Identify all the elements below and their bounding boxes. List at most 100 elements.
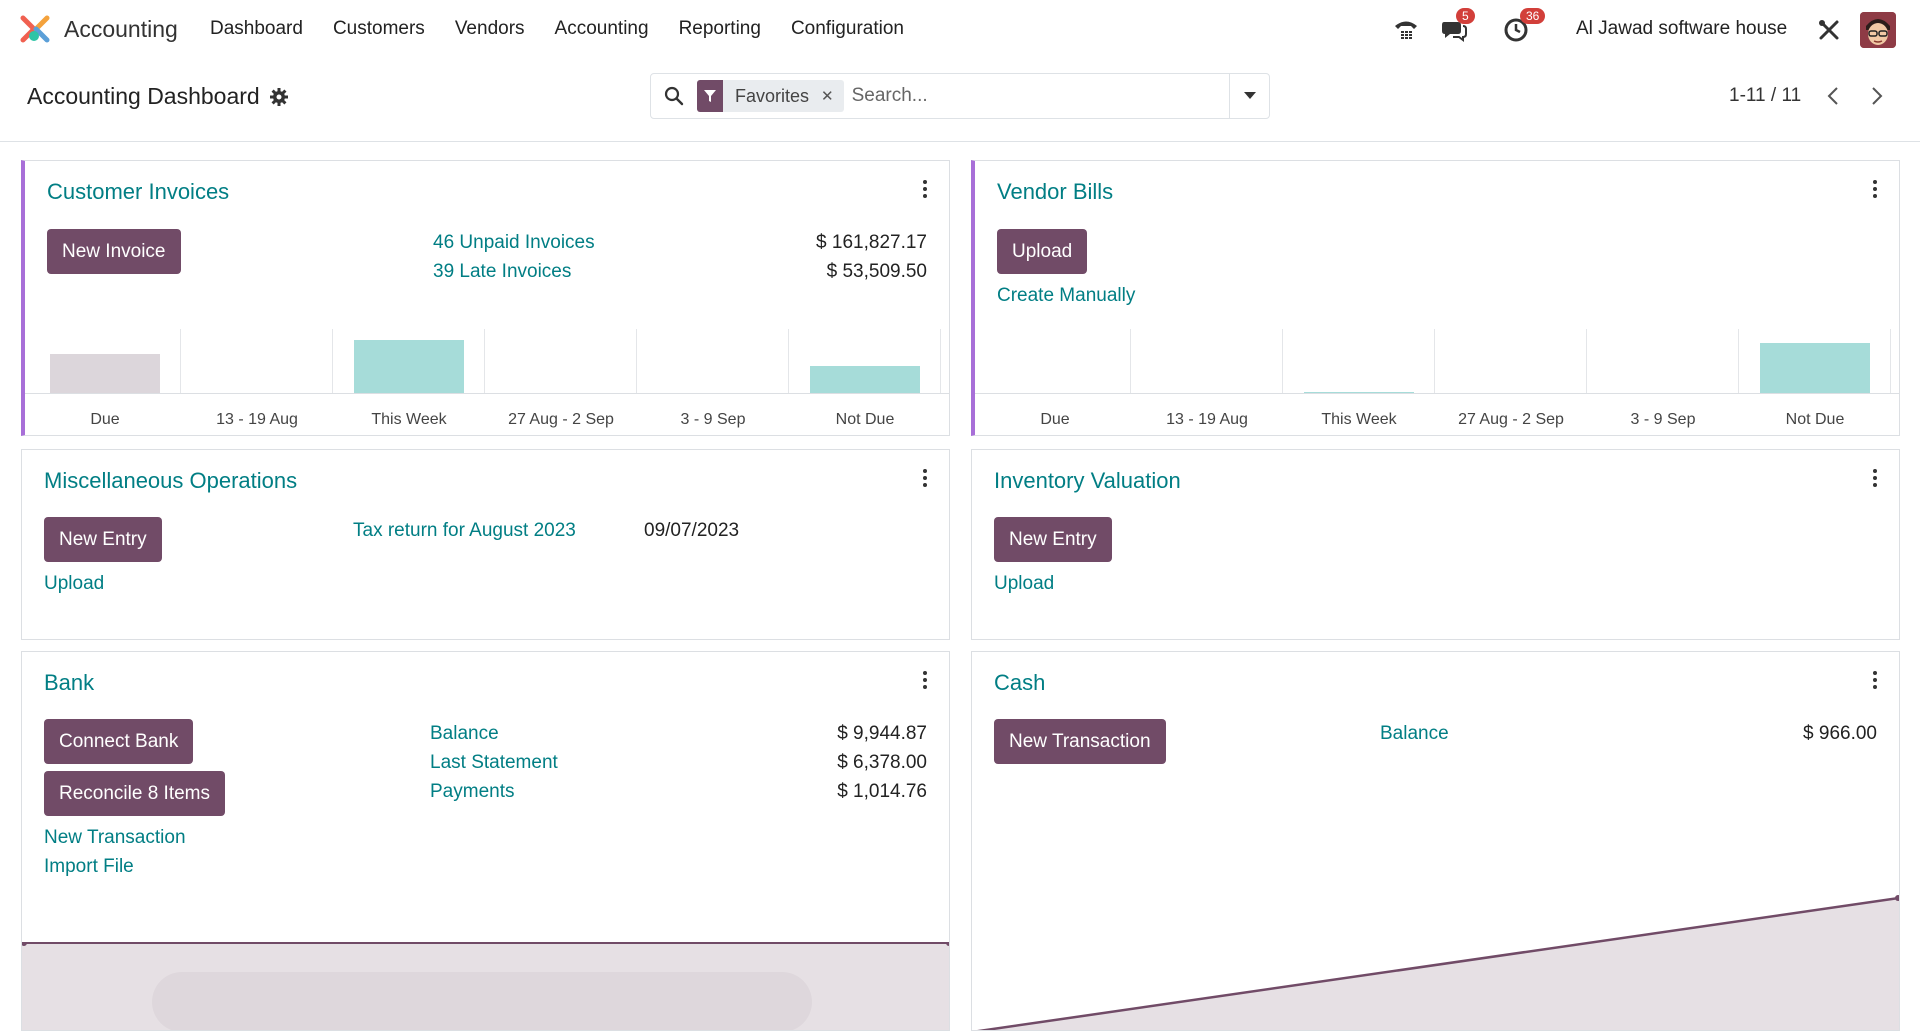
import-file-link[interactable]: Import File xyxy=(44,856,134,877)
invoices-aging-chart: Due 13 - 19 Aug This Week 27 Aug - 2 Sep 3 -… xyxy=(25,329,949,428)
menu-reporting[interactable]: Reporting xyxy=(678,18,761,39)
filter-icon xyxy=(697,80,723,112)
new-invoice-button[interactable]: New Invoice xyxy=(47,229,181,274)
chart-column xyxy=(1587,329,1739,394)
vendor-bills-card: Vendor Bills Upload Create Manually Due 1… xyxy=(971,160,1900,436)
kebab-menu-icon[interactable] xyxy=(921,468,929,488)
page-title-wrap: Accounting Dashboard xyxy=(27,83,288,110)
customer-invoices-card: Customer Invoices New Invoice 46 Unpaid … xyxy=(21,160,950,436)
chart-column xyxy=(979,329,1131,394)
chart-x-label: Not Due xyxy=(1785,411,1845,428)
new-transaction-button[interactable]: New Transaction xyxy=(994,719,1166,764)
kebab-menu-icon[interactable] xyxy=(1871,468,1879,488)
last-statement-amount: $ 6,378.00 xyxy=(837,752,927,773)
chart-axis xyxy=(25,393,949,394)
card-title[interactable]: Bank xyxy=(44,670,95,695)
chart-axis xyxy=(975,393,1899,394)
chart-column xyxy=(333,329,485,394)
chart-bar[interactable] xyxy=(810,366,920,394)
pager-value[interactable]: 1-11 / 11 xyxy=(1729,85,1802,106)
menu-vendors[interactable]: Vendors xyxy=(454,18,525,39)
menu-customers[interactable]: Customers xyxy=(332,18,425,39)
misc-operations-card: Miscellaneous Operations New Entry Uploa… xyxy=(21,449,950,640)
activities-badge: 36 xyxy=(1520,8,1546,24)
page-title: Accounting Dashboard xyxy=(27,83,260,109)
late-invoices-amount: $ 53,509.50 xyxy=(826,261,927,282)
chart-bar[interactable] xyxy=(354,339,464,394)
phone-icon[interactable] xyxy=(1390,14,1422,46)
top-navbar: Accounting Dashboard Customers Vendors A… xyxy=(0,0,1920,60)
chart-column xyxy=(29,329,181,394)
menu-dashboard[interactable]: Dashboard xyxy=(210,18,303,39)
bank-balance-graph xyxy=(22,942,949,1030)
chart-column xyxy=(1435,329,1587,394)
late-invoices-link[interactable]: 39 Late Invoices xyxy=(433,261,572,282)
chart-column xyxy=(1131,329,1283,394)
chart-x-label: 27 Aug - 2 Sep xyxy=(1458,411,1564,428)
last-statement-link[interactable]: Last Statement xyxy=(430,752,558,773)
upload-link[interactable]: Upload xyxy=(994,573,1055,594)
gear-icon[interactable] xyxy=(269,87,288,106)
company-switcher[interactable]: Al Jawad software house xyxy=(1576,18,1788,39)
kebab-menu-icon[interactable] xyxy=(1871,670,1879,690)
app-logo-icon[interactable] xyxy=(20,14,50,44)
tax-return-link[interactable]: Tax return for August 2023 xyxy=(353,520,576,541)
payments-amount: $ 1,014.76 xyxy=(837,781,927,802)
chart-bar[interactable] xyxy=(50,354,160,394)
tax-return-date: 09/07/2023 xyxy=(644,520,740,541)
balance-link[interactable]: Balance xyxy=(430,723,499,744)
search-icon[interactable] xyxy=(651,86,697,106)
unpaid-invoices-amount: $ 161,827.17 xyxy=(816,232,927,253)
menu-accounting[interactable]: Accounting xyxy=(554,18,649,39)
connect-bank-button[interactable]: Connect Bank xyxy=(44,719,194,764)
messages-badge: 5 xyxy=(1456,8,1475,24)
chart-column xyxy=(181,329,333,394)
card-title[interactable]: Cash xyxy=(994,670,1046,695)
search-input[interactable] xyxy=(851,85,1212,107)
chart-column xyxy=(485,329,637,394)
chevron-left-icon xyxy=(1827,87,1838,105)
kebab-menu-icon[interactable] xyxy=(921,179,929,199)
chart-x-label: 3 - 9 Sep xyxy=(1630,411,1696,428)
card-title[interactable]: Customer Invoices xyxy=(47,179,230,204)
reconcile-items-button[interactable]: Reconcile 8 Items xyxy=(44,771,226,816)
chart-x-label: Due xyxy=(90,411,120,428)
inventory-valuation-card: Inventory Valuation New Entry Upload xyxy=(971,449,1900,640)
user-avatar[interactable] xyxy=(1860,12,1896,48)
chart-x-label: This Week xyxy=(1321,411,1397,428)
activities-clock-icon[interactable]: 36 xyxy=(1500,8,1546,46)
card-title[interactable]: Miscellaneous Operations xyxy=(44,468,298,493)
facet-remove-icon[interactable]: ✕ xyxy=(821,88,834,105)
new-transaction-link[interactable]: New Transaction xyxy=(44,827,186,848)
upload-bill-button[interactable]: Upload xyxy=(997,229,1088,274)
chart-column xyxy=(1283,329,1435,394)
card-title[interactable]: Vendor Bills xyxy=(997,179,1114,204)
new-entry-button[interactable]: New Entry xyxy=(994,517,1112,562)
pager-previous[interactable] xyxy=(1821,82,1845,110)
new-entry-button[interactable]: New Entry xyxy=(44,517,162,562)
chart-column xyxy=(637,329,789,394)
pager-next[interactable] xyxy=(1865,82,1889,110)
chart-bar[interactable] xyxy=(1760,343,1870,394)
control-panel: Accounting Dashboard Favorites ✕ 1-11 / … xyxy=(0,60,1920,142)
upload-link[interactable]: Upload xyxy=(44,573,105,594)
chevron-right-icon xyxy=(1872,87,1883,105)
chart-column xyxy=(789,329,941,394)
chart-x-label: 13 - 19 Aug xyxy=(216,411,298,428)
cash-card: Cash New Transaction Balance $ 966.00 xyxy=(971,651,1900,1031)
dashboard-content: Customer Invoices New Invoice 46 Unpaid … xyxy=(0,143,1920,1031)
create-manually-link[interactable]: Create Manually xyxy=(997,285,1136,306)
kebab-menu-icon[interactable] xyxy=(1871,179,1879,199)
unpaid-invoices-link[interactable]: 46 Unpaid Invoices xyxy=(433,232,595,253)
chart-x-label: 3 - 9 Sep xyxy=(680,411,746,428)
search-options-toggle[interactable] xyxy=(1229,74,1269,118)
app-name[interactable]: Accounting xyxy=(64,16,178,42)
messages-icon[interactable]: 5 xyxy=(1438,8,1475,46)
menu-configuration[interactable]: Configuration xyxy=(790,18,904,39)
bills-aging-chart: Due 13 - 19 Aug This Week 27 Aug - 2 Sep 3 -… xyxy=(975,329,1899,428)
debug-tools-icon[interactable] xyxy=(1813,14,1845,46)
balance-link[interactable]: Balance xyxy=(1380,723,1449,744)
card-title[interactable]: Inventory Valuation xyxy=(994,468,1181,493)
payments-link[interactable]: Payments xyxy=(430,781,515,802)
kebab-menu-icon[interactable] xyxy=(921,670,929,690)
